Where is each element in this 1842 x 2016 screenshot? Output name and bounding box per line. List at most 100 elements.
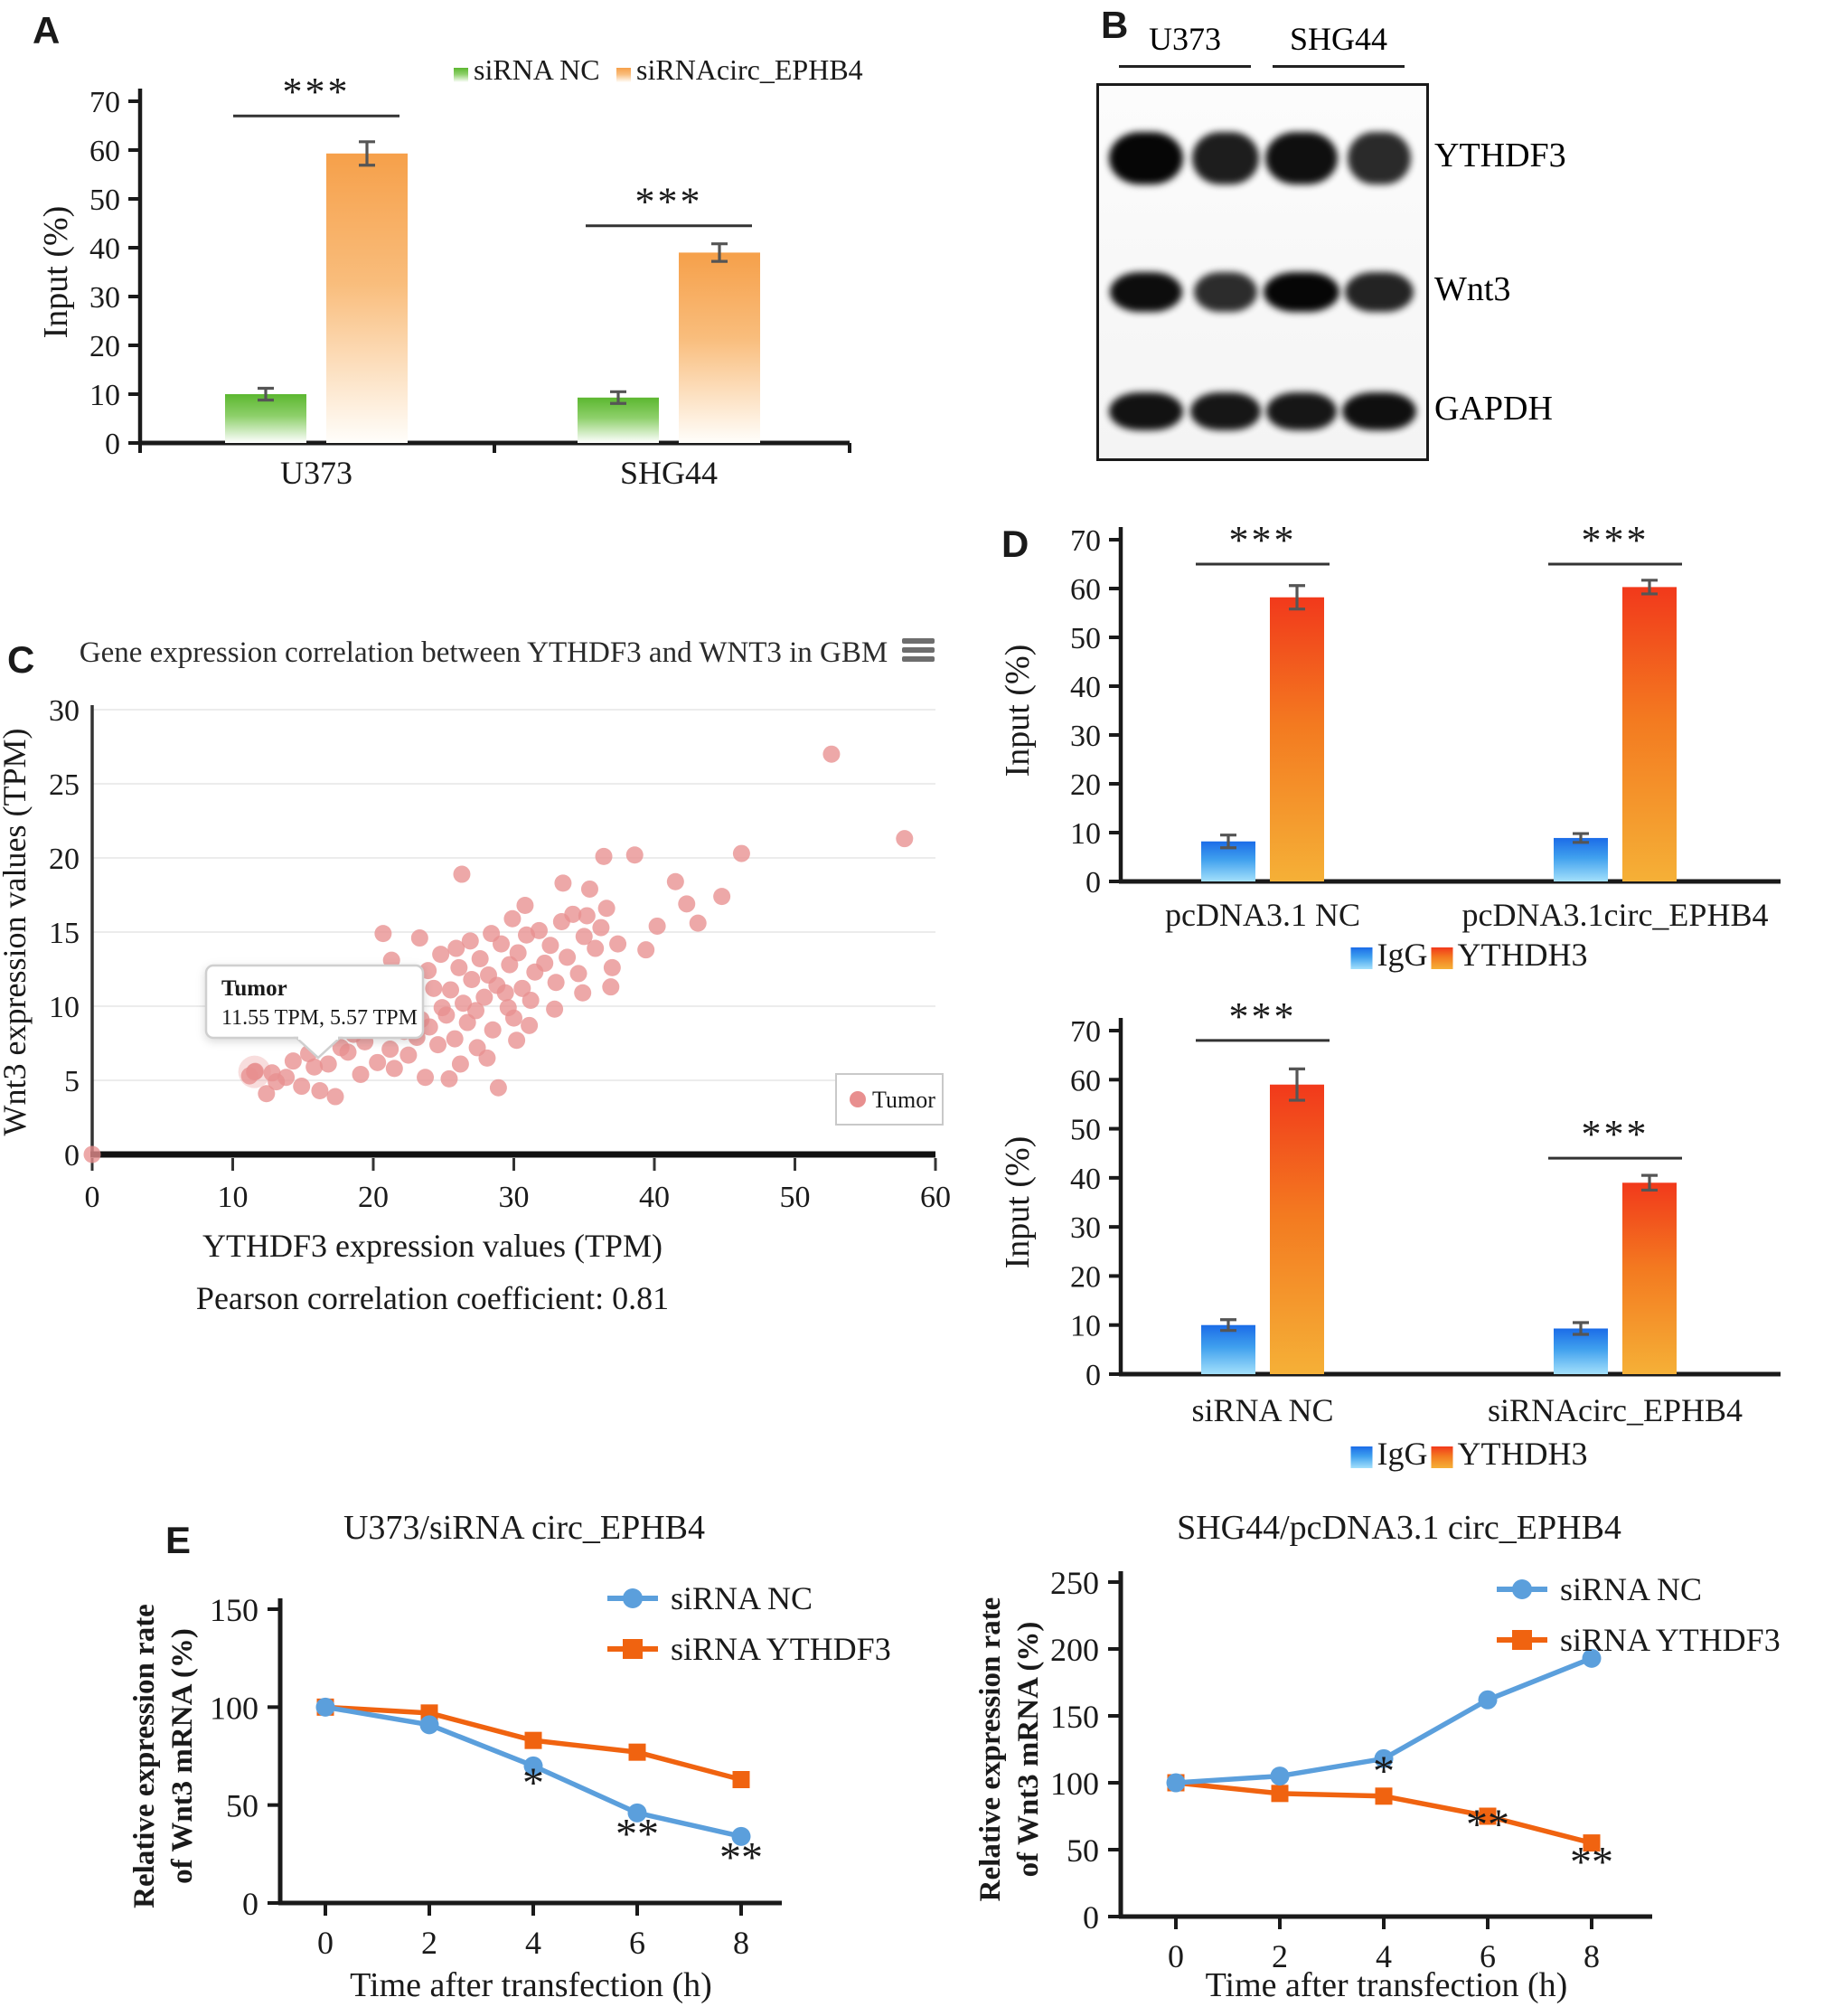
svg-text:YTHDH3: YTHDH3 — [1458, 937, 1588, 973]
bar-siRNA NC — [578, 397, 659, 443]
series-siRNA NC — [1166, 1648, 1602, 1793]
error-bar — [711, 242, 728, 263]
blot-underline — [1119, 65, 1251, 68]
y-tick-label: 50 — [226, 1788, 258, 1824]
y-tick-label: 50 — [1070, 622, 1101, 655]
x-tick-label: 8 — [1584, 1938, 1600, 1974]
x-tick-label: 60 — [920, 1181, 951, 1214]
blot-underline — [1273, 65, 1405, 68]
scatter-correlation-plot: 0 5 10 15 20 25 30 0 10 20 30 40 50 60 YTHDF3 expressi… — [0, 694, 951, 1316]
chart-menu-icon[interactable] — [902, 638, 935, 665]
y-tick-label: 20 — [89, 330, 120, 363]
bar-chart-pcdna: 0 10 20 30 40 50 60 70 Input (%) pcDNA3.1 NC pcDNA… — [999, 518, 1781, 973]
bar-YTHDH3 — [1270, 597, 1324, 881]
line-chart-shg44: SHG44/pcDNA3.1 circ_EPHB4 0 50 100 150 200 250… — [974, 1509, 1781, 2004]
tooltip-title: Tumor — [221, 976, 287, 1001]
panel-label-a: A — [33, 9, 61, 52]
bar-IgG — [1554, 837, 1608, 881]
y-tick-label: 30 — [49, 694, 80, 728]
protein-band-YTHDF3 — [1348, 132, 1411, 184]
x-axis-label: YTHDF3 expression values (TPM) — [202, 1228, 663, 1264]
protein-band-GAPDH — [1190, 392, 1261, 430]
x-tick-label: 2 — [1272, 1938, 1288, 1974]
y-axis-label: Input (%) — [999, 645, 1037, 777]
svg-text:siRNAcirc_EPHB4: siRNAcirc_EPHB4 — [636, 53, 863, 86]
y-tick-label: 50 — [89, 184, 120, 217]
legend: siRNA NC siRNA YTHDF3 — [1497, 1571, 1781, 1658]
bar-siRNAcirc_EPHB4 — [326, 153, 408, 443]
pearson-caption: Pearson correlation coefficient: 0.81 — [196, 1280, 669, 1316]
svg-text:***: *** — [283, 70, 351, 114]
significance-marker: *** — [1196, 518, 1330, 566]
svg-text:siRNA NC: siRNA NC — [474, 53, 600, 86]
error-bar — [1573, 832, 1589, 844]
y-tick-label: 0 — [64, 1139, 80, 1173]
significance-marker: ** — [616, 1810, 659, 1858]
panel-label-d: D — [1001, 523, 1029, 565]
x-tick-label: 4 — [1376, 1938, 1392, 1974]
protein-band-Wnt3 — [1345, 272, 1414, 312]
legend: siRNA NC siRNAcirc_EPHB4 — [454, 53, 863, 86]
category-label: pcDNA3.1 NC — [1165, 897, 1360, 933]
x-tick-label: 0 — [1168, 1938, 1184, 1974]
y-axis-label: Wnt3 expression values (TPM) — [0, 729, 33, 1136]
y-tick-label: 40 — [1070, 671, 1101, 704]
y-tick-label: 20 — [1070, 1260, 1101, 1294]
error-bar — [1220, 834, 1236, 850]
significance-marker: ** — [719, 1833, 763, 1881]
significance-marker: *** — [233, 70, 399, 118]
x-tick-label: 2 — [421, 1925, 437, 1961]
panel-label-b: B — [1101, 4, 1129, 46]
category-label: U373 — [280, 455, 352, 491]
x-tick-label: 30 — [499, 1181, 530, 1214]
significance-marker: *** — [1548, 1112, 1682, 1160]
chart-title: SHG44/pcDNA3.1 circ_EPHB4 — [1177, 1509, 1621, 1547]
x-tick-label: 6 — [629, 1925, 645, 1961]
y-axis-label: Input (%) — [999, 1136, 1037, 1269]
significance-marker: * — [1373, 1748, 1395, 1795]
significance-marker: ** — [1570, 1839, 1613, 1887]
svg-text:***: *** — [1582, 518, 1649, 562]
svg-text:siRNA YTHDF3: siRNA YTHDF3 — [1560, 1622, 1781, 1658]
highlighted-point-halo — [238, 1055, 271, 1088]
category-label: siRNAcirc_EPHB4 — [1488, 1392, 1743, 1428]
protein-band-YTHDF3 — [1109, 132, 1183, 184]
y-tick-label: 20 — [1070, 768, 1101, 802]
protein-band-Wnt3 — [1194, 272, 1257, 312]
y-tick-label: 60 — [1070, 1064, 1101, 1097]
svg-text:siRNA YTHDF3: siRNA YTHDF3 — [671, 1631, 891, 1667]
y-tick-label: 40 — [89, 232, 120, 266]
x-tick-label: 6 — [1480, 1938, 1496, 1974]
blot-band-label: YTHDF3 — [1434, 137, 1566, 174]
y-tick-label: 60 — [89, 135, 120, 168]
svg-text:YTHDH3: YTHDH3 — [1458, 1436, 1588, 1472]
tooltip-value: 11.55 TPM, 5.57 TPM — [221, 1006, 418, 1030]
y-tick-label: 60 — [1070, 573, 1101, 607]
significance-marker: *** — [586, 180, 752, 228]
panel-label-c: C — [7, 638, 35, 681]
protein-band-Wnt3 — [1264, 272, 1339, 312]
bar-IgG — [1554, 1328, 1608, 1374]
legend: IgG YTHDH3 — [1350, 937, 1588, 973]
y-tick-label: 0 — [242, 1886, 258, 1922]
bar-YTHDH3 — [1622, 587, 1677, 881]
y-tick-label: 10 — [89, 379, 120, 412]
svg-text:***: *** — [1229, 994, 1297, 1039]
legend[interactable]: Tumor — [835, 1073, 944, 1126]
tooltip: Tumor 11.55 TPM, 5.57 TPM — [204, 964, 425, 1060]
scatter-title: Gene expression correlation between YTHD… — [79, 636, 888, 669]
x-axis-label: Time after transfection (h) — [350, 1966, 712, 2004]
y-tick-label: 150 — [1050, 1699, 1099, 1735]
chart-title: U373/siRNA circ_EPHB4 — [343, 1509, 705, 1547]
y-tick-label: 30 — [1070, 720, 1101, 753]
x-tick-label: 0 — [85, 1181, 100, 1214]
blot-band-label: Wnt3 — [1434, 270, 1511, 308]
error-bar — [258, 386, 274, 402]
x-tick-label: 50 — [780, 1181, 811, 1214]
svg-text:***: *** — [1582, 1112, 1649, 1156]
significance-marker: *** — [1196, 994, 1330, 1042]
bar-siRNA NC — [225, 394, 306, 443]
svg-text:siRNA NC: siRNA NC — [671, 1580, 813, 1616]
panel-label-e: E — [165, 1519, 192, 1561]
y-axis-label: Relative expression rate — [128, 1604, 161, 1908]
